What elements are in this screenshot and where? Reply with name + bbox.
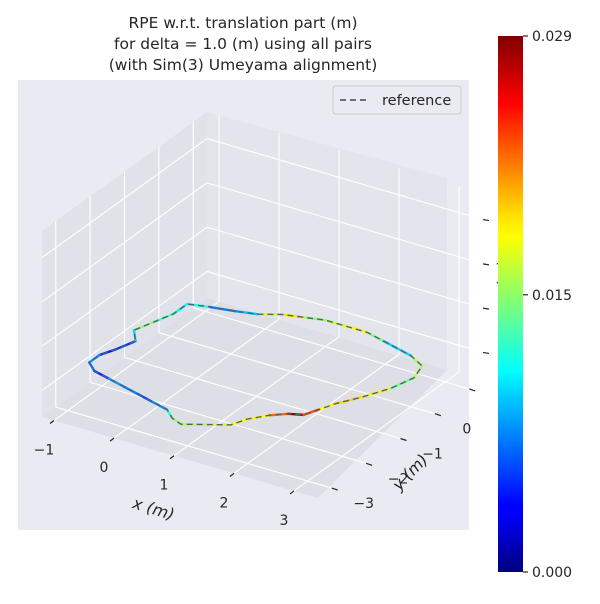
colorbar-gradient — [498, 36, 523, 572]
colorbar-tick-label: 0.015 — [532, 288, 572, 304]
colorbar: 0.000 0.015 0.029 — [498, 29, 572, 581]
z-tick-mark — [483, 220, 489, 221]
colorbar-tick-label: 0.029 — [532, 29, 572, 45]
colorbar-tick-label: 0.000 — [532, 565, 572, 581]
legend: reference — [333, 86, 461, 114]
y-tick-mark — [469, 389, 475, 391]
y-tick-label: 0 — [462, 422, 471, 438]
x-tick-label: 3 — [280, 513, 289, 529]
chart-title-line: for delta = 1.0 (m) using all pairs — [114, 35, 372, 53]
chart-title-line: RPE w.r.t. translation part (m) — [128, 14, 357, 32]
x-tick-label: −1 — [34, 443, 55, 459]
z-tick-mark — [483, 264, 489, 265]
z-tick-mark — [483, 308, 489, 309]
x-tick-label: 1 — [160, 478, 169, 494]
chart-title-line: (with Sim(3) Umeyama alignment) — [109, 56, 378, 74]
x-tick-label: 0 — [100, 460, 109, 476]
legend-label: reference — [382, 93, 451, 109]
z-tick-mark — [483, 352, 489, 353]
x-tick-label: 2 — [220, 495, 229, 511]
chart-title: RPE w.r.t. translation part (m) for delt… — [109, 14, 378, 74]
y-tick-label: −3 — [353, 496, 374, 512]
colorbar-ticks: 0.000 0.015 0.029 — [523, 29, 572, 581]
